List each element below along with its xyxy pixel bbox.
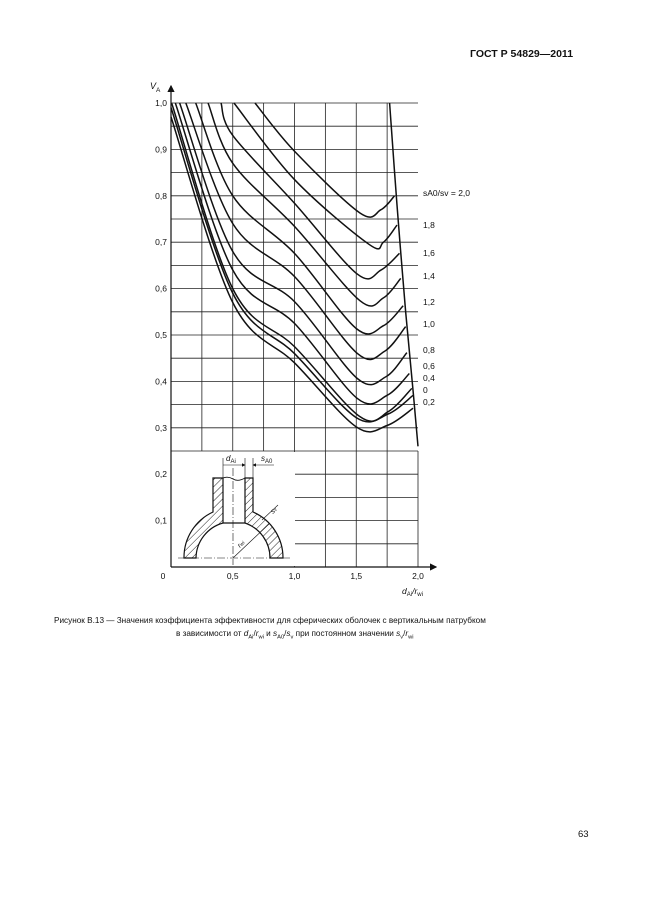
series-label: 0,8 (423, 345, 435, 355)
series-label: 1,6 (423, 248, 435, 258)
y-tick-label: 0,6 (155, 284, 167, 294)
series-line (170, 116, 414, 433)
d-ai-label: dAi (226, 454, 236, 465)
series-label: 0,2 (423, 397, 435, 407)
x-tick-label: 1,0 (289, 571, 301, 581)
axes (167, 84, 438, 571)
series-line (207, 102, 402, 307)
y-tick-label: 0,3 (155, 423, 167, 433)
r-wi-label: rwi (236, 539, 246, 549)
s-v-label: sv (269, 506, 279, 516)
standard-header: ГОСТ Р 54829—2011 (470, 48, 574, 60)
series-label: 1,2 (423, 297, 435, 307)
x-axis-label: dAi/rwi (402, 586, 423, 598)
y-tick-label: 0,8 (155, 191, 167, 201)
series-label: 1,0 (423, 319, 435, 329)
y-tick-label: 0,2 (155, 469, 167, 479)
y-tick-label: 0,5 (155, 330, 167, 340)
series-line (185, 102, 407, 361)
x-tick-label: 0,5 (227, 571, 239, 581)
boundary-line (388, 102, 419, 447)
series-line (220, 102, 400, 280)
series-line (254, 102, 396, 218)
grid (171, 102, 419, 567)
series-label: 0,4 (423, 373, 435, 383)
y-tick-label: 1,0 (155, 98, 167, 108)
series-label: 1,4 (423, 271, 435, 281)
series-line (170, 107, 414, 423)
tick-labels: 0,1 0,2 0,3 0,4 0,5 0,6 0,7 0,8 0,9 1,0 0 0,5 1,0 1,5… (155, 98, 424, 581)
curves (170, 102, 419, 447)
series-line (233, 102, 398, 250)
series-line (170, 102, 413, 422)
figure-caption-line2: в зависимости от dAi/rwi и sA0/sv при по… (176, 629, 414, 641)
x-tick-label: 1,5 (350, 571, 362, 581)
series-labels: sA0/sv = 2,0 1,8 1,6 1,4 1,2 1,0 0,8 0,6 0,4 0 0,2 (423, 188, 470, 407)
series-label: 0,6 (423, 361, 435, 371)
page-number: 63 (578, 829, 589, 840)
y-tick-label: 0,9 (155, 144, 167, 154)
series-line (174, 102, 410, 405)
series-line (178, 102, 408, 386)
x-tick-label: 2,0 (412, 571, 424, 581)
series-line (195, 102, 404, 335)
y-tick-label: 0,4 (155, 376, 167, 386)
y-tick-label: 0,7 (155, 237, 167, 247)
s-a0-label: sA0 (261, 454, 273, 465)
series-label: 0 (423, 385, 428, 395)
figure-caption-line1: Рисунок В.13 — Значения коэффициента эфф… (54, 616, 486, 625)
nozzle-diagram: dAi sA0 sv rwi (172, 452, 295, 566)
series-label: sA0/sv = 2,0 (423, 188, 470, 198)
series-label: 1,8 (423, 220, 435, 230)
y-axis-label: VA (150, 81, 161, 94)
x-tick-label: 0 (161, 571, 166, 581)
y-tick-label: 0,1 (155, 516, 167, 526)
